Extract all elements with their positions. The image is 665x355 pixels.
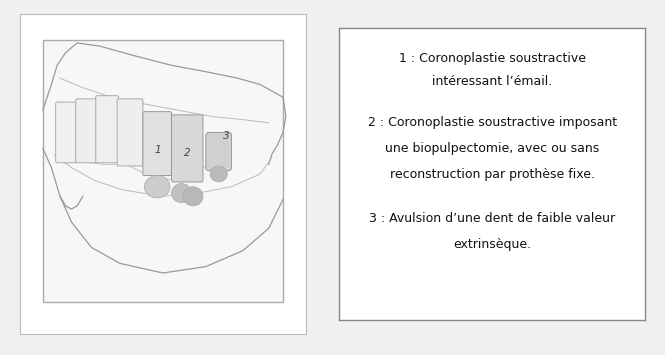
Text: 1 : Coronoplastie soustractive: 1 : Coronoplastie soustractive bbox=[398, 52, 586, 65]
Text: 2: 2 bbox=[184, 148, 191, 158]
FancyBboxPatch shape bbox=[96, 95, 118, 163]
FancyBboxPatch shape bbox=[117, 99, 143, 166]
FancyBboxPatch shape bbox=[76, 99, 97, 163]
Ellipse shape bbox=[172, 184, 192, 203]
Text: reconstruction par prothèse fixe.: reconstruction par prothèse fixe. bbox=[390, 168, 595, 181]
Ellipse shape bbox=[183, 187, 203, 206]
Bar bbox=[43, 40, 283, 302]
Text: intéressant l’émail.: intéressant l’émail. bbox=[432, 75, 552, 88]
Text: 3: 3 bbox=[223, 131, 229, 141]
Text: 3 : Avulsion d’une dent de faible valeur: 3 : Avulsion d’une dent de faible valeur bbox=[369, 212, 615, 225]
Text: une biopulpectomie, avec ou sans: une biopulpectomie, avec ou sans bbox=[385, 142, 599, 155]
Ellipse shape bbox=[144, 175, 170, 198]
Text: 1: 1 bbox=[154, 145, 161, 155]
FancyBboxPatch shape bbox=[56, 102, 77, 163]
FancyBboxPatch shape bbox=[172, 115, 203, 182]
Text: extrinsèque.: extrinsèque. bbox=[453, 238, 531, 251]
FancyBboxPatch shape bbox=[143, 111, 172, 175]
Text: 2 : Coronoplastie soustractive imposant: 2 : Coronoplastie soustractive imposant bbox=[368, 116, 616, 129]
FancyBboxPatch shape bbox=[206, 132, 231, 171]
Ellipse shape bbox=[210, 166, 227, 182]
